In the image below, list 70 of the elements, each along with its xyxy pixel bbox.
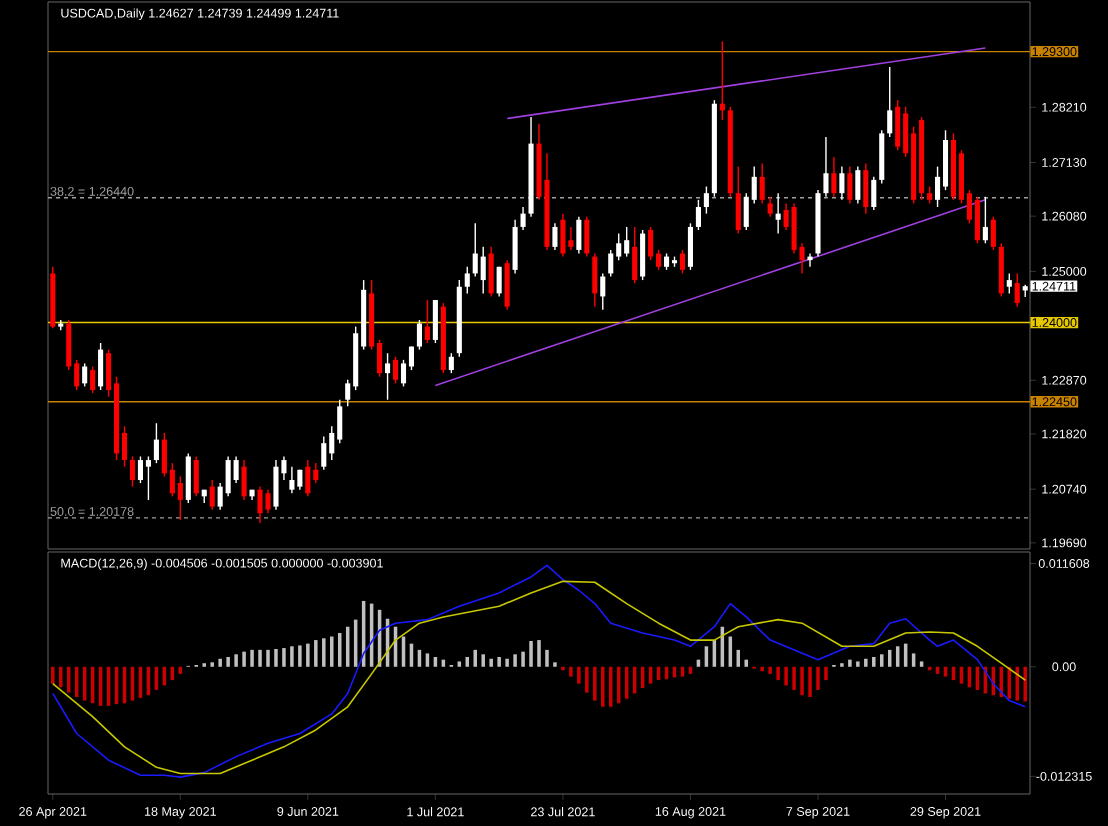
candlestick — [775, 192, 781, 235]
candlestick — [847, 165, 853, 205]
candlestick — [695, 199, 701, 231]
candlestick — [823, 136, 829, 198]
candlestick — [1014, 272, 1020, 308]
candlestick — [504, 259, 510, 311]
candlestick — [600, 272, 606, 311]
candlestick — [648, 226, 654, 261]
candlestick — [624, 226, 630, 258]
candlestick — [552, 222, 558, 251]
candlestick — [974, 196, 980, 244]
candlestick — [767, 196, 773, 218]
candlestick — [392, 356, 399, 385]
candlestick — [863, 162, 869, 215]
candlestick — [265, 489, 271, 514]
candlestick — [177, 475, 183, 521]
candlestick — [385, 352, 391, 401]
candlestick — [193, 455, 199, 498]
candlestick — [791, 202, 797, 255]
candlestick — [129, 455, 136, 488]
candlestick — [464, 266, 470, 295]
candlestick — [145, 455, 151, 501]
candlestick — [687, 222, 694, 271]
candlestick — [289, 465, 295, 494]
candlestick — [448, 352, 454, 374]
candlestick — [879, 129, 885, 185]
candlestick — [807, 252, 813, 268]
candlestick — [576, 216, 582, 255]
candlestick — [241, 459, 247, 501]
candlestick — [831, 156, 837, 198]
candlestick — [520, 206, 526, 231]
candlestick — [424, 299, 430, 344]
candlestick — [887, 66, 893, 138]
candlestick — [735, 165, 741, 235]
candlestick — [560, 212, 566, 258]
candlestick — [82, 362, 88, 388]
candlestick — [1006, 272, 1012, 295]
candlestick — [137, 455, 144, 484]
candlestick — [592, 252, 598, 308]
candlestick — [209, 479, 215, 511]
candlestick — [839, 165, 845, 201]
candlestick — [759, 162, 765, 205]
candlestick — [679, 249, 686, 275]
candlestick — [257, 485, 263, 524]
candlestick — [185, 452, 191, 504]
candlestick — [871, 176, 877, 211]
candlestick — [305, 459, 311, 498]
candlestick — [895, 99, 901, 151]
candlestick — [153, 422, 159, 464]
candlestick — [998, 242, 1004, 298]
candlestick — [703, 185, 709, 215]
candlestick — [608, 249, 614, 278]
candlestick — [632, 226, 638, 284]
candlestick — [488, 246, 494, 298]
candlestick — [855, 165, 861, 205]
candlestick — [640, 229, 646, 281]
candlestick — [584, 216, 590, 258]
candlestick — [480, 246, 486, 295]
candlestick — [990, 216, 996, 251]
candlestick — [416, 319, 422, 351]
candlestick — [321, 435, 327, 471]
candlestick — [512, 219, 518, 275]
candlestick — [432, 299, 438, 344]
candlestick — [496, 266, 502, 298]
candlestick — [273, 459, 279, 511]
candlestick — [982, 196, 988, 244]
candlestick — [98, 342, 104, 391]
candlestick — [568, 226, 574, 251]
candlestick — [472, 222, 478, 278]
candlestick — [90, 365, 96, 394]
